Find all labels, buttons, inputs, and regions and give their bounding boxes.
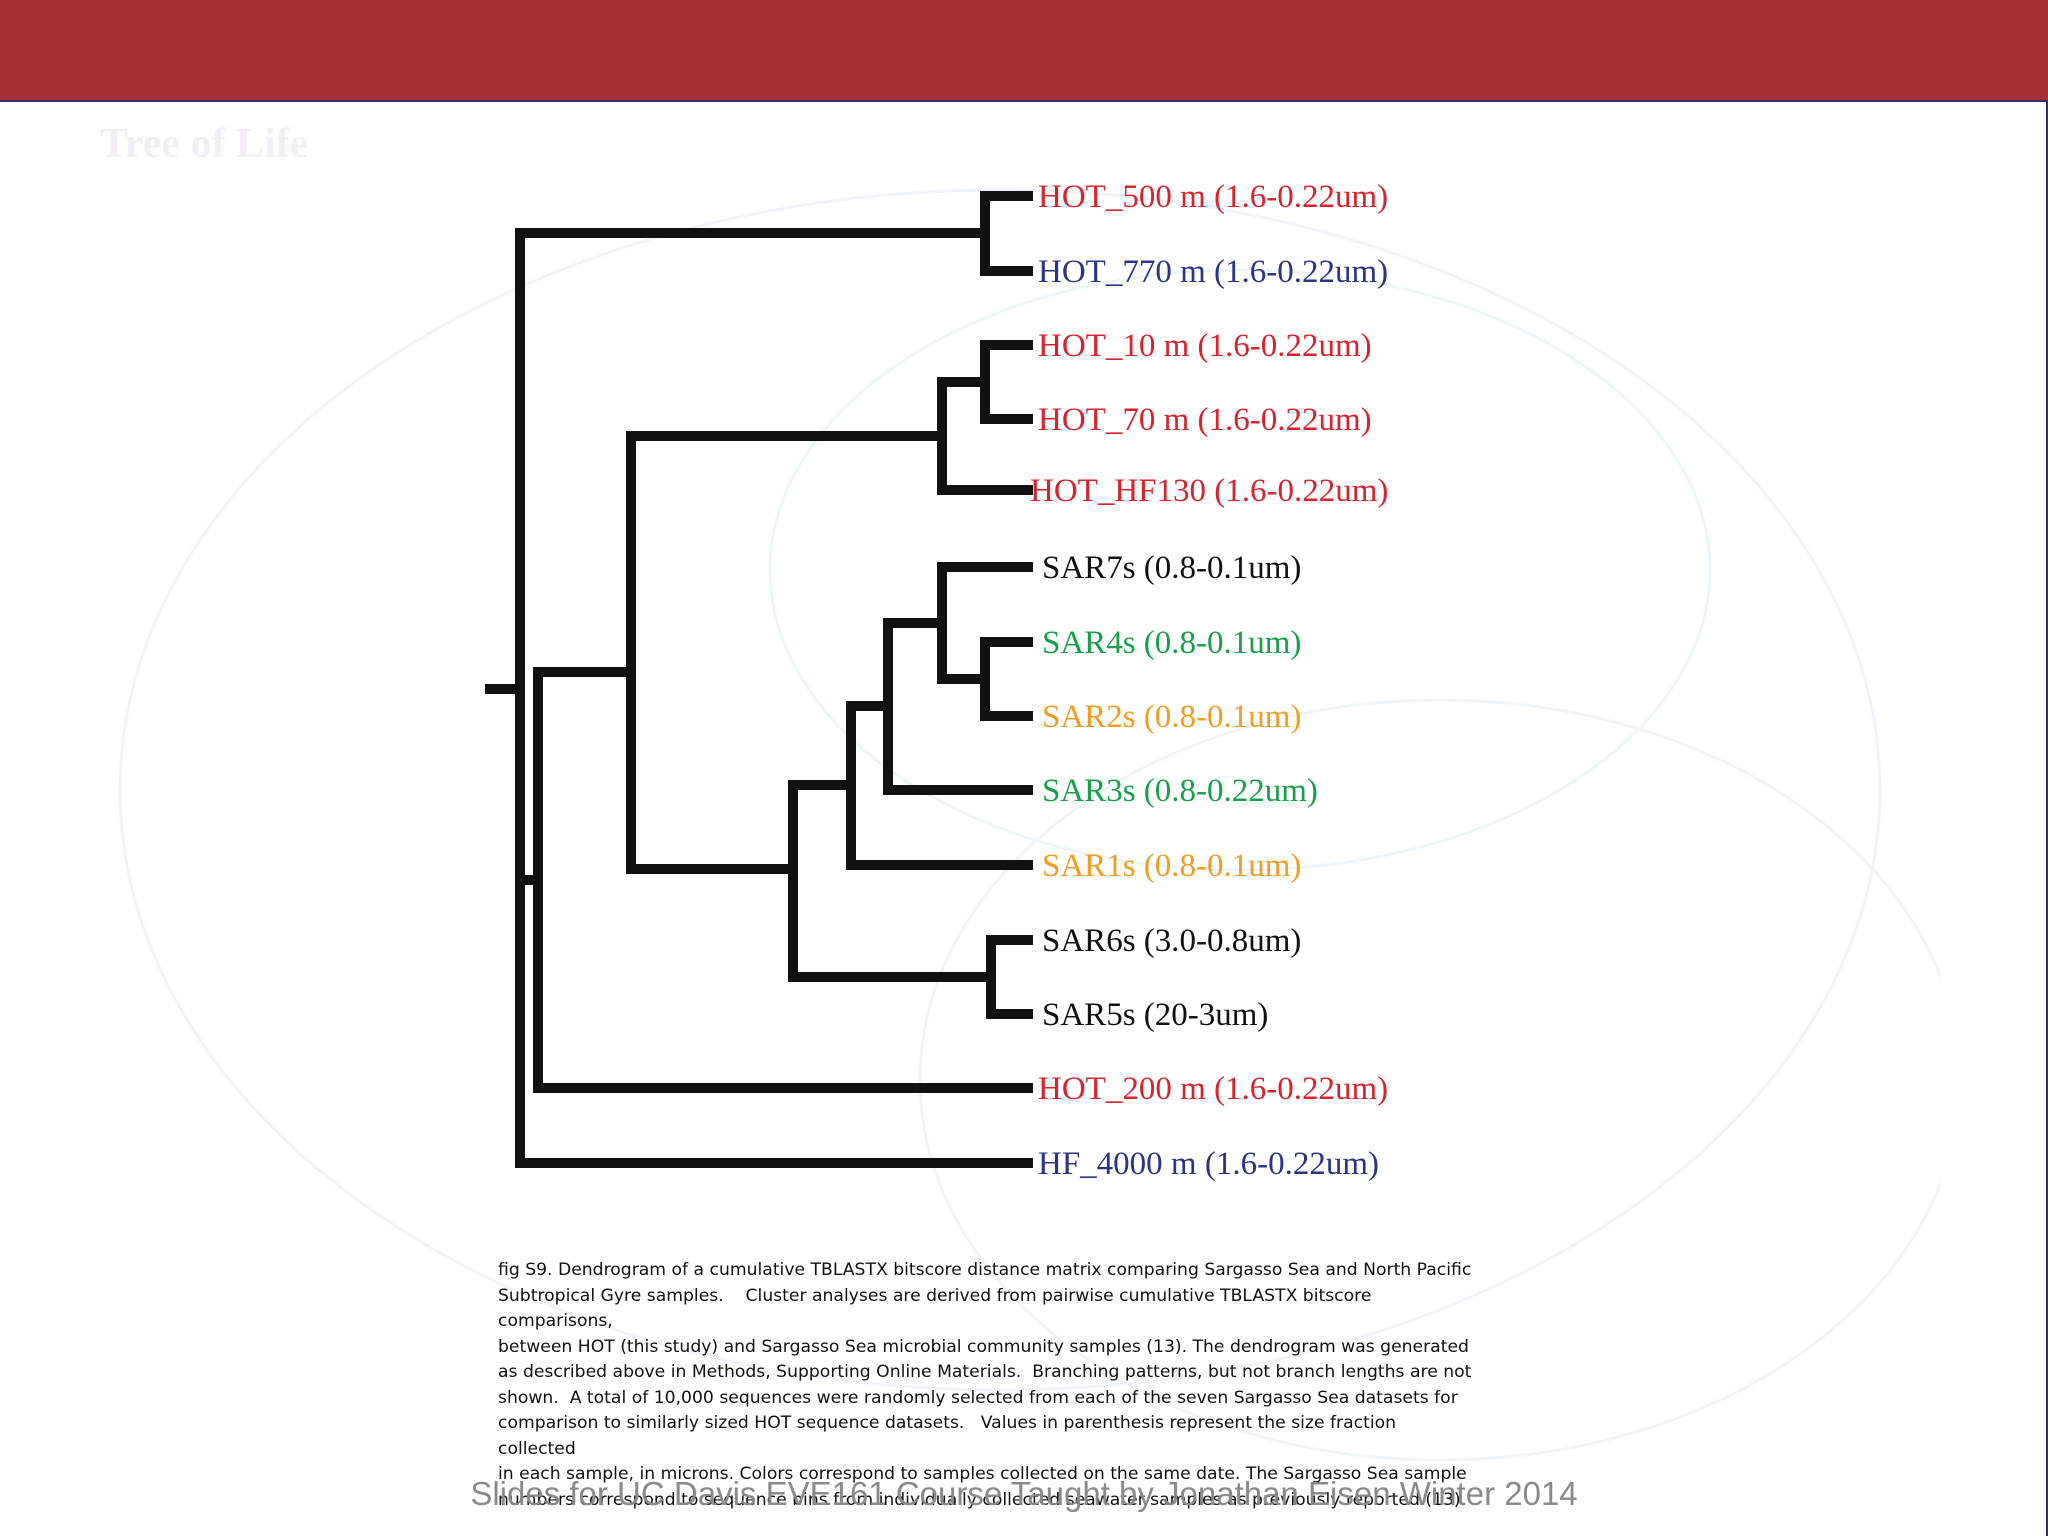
leaf-label: SAR5s (20-3um) [1042,997,1268,1033]
leaf-label: HOT_HF130 (1.6-0.22um) [1030,473,1388,509]
leaf-label: SAR1s (0.8-0.1um) [1042,848,1301,884]
footer-credit: Slides for UC Davis EVE161 Course Taught… [470,1475,1578,1512]
caption-line: Subtropical Gyre samples. Cluster analys… [498,1285,1377,1332]
leaf-label: HOT_770 m (1.6-0.22um) [1038,254,1388,290]
leaf-label: SAR6s (3.0-0.8um) [1042,923,1301,959]
dendrogram-branches [485,191,1033,1168]
figure-caption: fig S9. Dendrogram of a cumulative TBLAS… [498,1258,1478,1513]
caption-line: between HOT (this study) and Sargasso Se… [498,1336,1469,1357]
leaf-label: SAR4s (0.8-0.1um) [1042,625,1301,661]
background-title: Tree of Life [100,121,309,167]
leaf-label: HOT_500 m (1.6-0.22um) [1038,179,1388,215]
caption-line: fig S9. Dendrogram of a cumulative TBLAS… [498,1260,1472,1280]
leaf-label: SAR2s (0.8-0.1um) [1042,699,1301,735]
leaf-label: HOT_10 m (1.6-0.22um) [1038,328,1372,364]
dendrogram-leaf-labels: HOT_500 m (1.6-0.22um) HOT_770 m (1.6-0.2… [1030,179,1388,1182]
leaf-label: SAR7s (0.8-0.1um) [1042,550,1301,586]
leaf-label: SAR3s (0.8-0.22um) [1042,773,1318,809]
caption-line: in each sample, in microns. Colors corre… [498,1464,1467,1484]
caption-line: comparison to similarly sized HOT sequen… [498,1413,1402,1459]
caption-line: shown. A total of 10,000 sequences were … [498,1387,1458,1408]
caption-line: as described above in Methods, Supportin… [498,1362,1472,1382]
caption-line: numbers correspond to sequence bins from… [498,1489,1467,1510]
header-bar [0,0,2048,102]
leaf-label: HOT_70 m (1.6-0.22um) [1038,402,1372,438]
slide-frame [2046,102,2048,1536]
leaf-label: HOT_200 m (1.6-0.22um) [1038,1071,1388,1107]
faded-tree-of-life-background [118,188,1940,1462]
leaf-label: HF_4000 m (1.6-0.22um) [1038,1146,1379,1182]
